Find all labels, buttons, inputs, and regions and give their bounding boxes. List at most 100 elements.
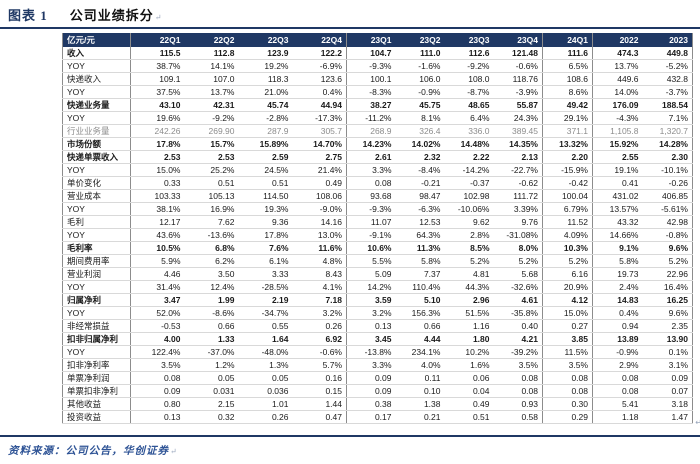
table-row: 单票扣非净利 0.09 0.031 0.036 0.15 0.09 0.10 0.04 0.08… — [62, 384, 693, 398]
cell-value: 9.1% — [592, 241, 643, 255]
cell-value: 6.8% — [184, 241, 239, 255]
paragraph-return-icon: ↵ — [695, 418, 700, 427]
cell-value: 0.47 — [292, 410, 347, 424]
cell-value: -8.6% — [184, 306, 239, 320]
cell-value: 0.26 — [292, 319, 347, 333]
cell-value: -48.0% — [238, 345, 293, 359]
cell-value: 7.1% — [642, 111, 693, 125]
cell-value: 0.11 — [395, 371, 445, 385]
cell-value: 13.7% — [184, 85, 239, 99]
cell-value: -6.9% — [292, 59, 347, 73]
cell-value: 0.40 — [493, 319, 543, 333]
cell-value: 0.09 — [130, 384, 185, 398]
col-header: 23Q4 — [493, 33, 543, 47]
cell-value: 0.51 — [238, 176, 293, 190]
cell-value: 19.73 — [592, 267, 643, 281]
cell-value: -0.9% — [592, 345, 643, 359]
cell-value: 2.8% — [444, 228, 494, 242]
cell-value: 5.2% — [642, 254, 693, 268]
col-header: 22Q4 — [292, 33, 347, 47]
cell-value: 1.80 — [444, 332, 494, 346]
cell-value: 0.51 — [444, 410, 494, 424]
cell-value: 13.0% — [292, 228, 347, 242]
cell-value: 114.50 — [238, 189, 293, 203]
row-label: 期间费用率 — [62, 254, 131, 268]
cell-value: 1.16 — [444, 319, 494, 333]
cell-value: 51.5% — [444, 306, 494, 320]
cell-value: 0.4% — [592, 306, 643, 320]
cell-value: 4.12 — [542, 293, 593, 307]
cell-value: 0.33 — [130, 176, 185, 190]
row-label: YOY — [62, 163, 131, 177]
col-header: 23Q3 — [444, 33, 494, 47]
cell-value: 106.0 — [395, 72, 445, 86]
cell-value: 121.48 — [493, 47, 543, 60]
cell-value: 6.1% — [238, 254, 293, 268]
cell-value: -0.53 — [130, 319, 185, 333]
cell-value: 0.08 — [542, 371, 593, 385]
cell-value: 0.1% — [642, 345, 693, 359]
row-label: YOY — [62, 85, 131, 99]
table-row: 单票净利润 0.08 0.05 0.05 0.16 0.09 0.11 0.06 0.08 0.0… — [62, 371, 693, 385]
cell-value: 15.89% — [238, 137, 293, 151]
cell-value: 6.4% — [444, 111, 494, 125]
cell-value: 21.4% — [292, 163, 347, 177]
cell-value: -9.2% — [444, 59, 494, 73]
cell-value: 474.3 — [592, 47, 643, 60]
title-divider — [0, 27, 700, 29]
cell-value: 1.3% — [238, 358, 293, 372]
cell-value: -34.7% — [238, 306, 293, 320]
table-row: 其他收益 0.80 2.15 1.01 1.44 0.38 1.38 0.49 0.93 0.30… — [62, 397, 693, 411]
cell-value: 111.0 — [395, 47, 445, 60]
cell-value: 2.61 — [346, 150, 396, 164]
row-label: 其他收益 — [62, 397, 131, 411]
cell-value: 108.06 — [292, 189, 347, 203]
row-label: 营业成本 — [62, 189, 131, 203]
table-row: YOY 37.5% 13.7% 21.0% 0.4% -8.3% -0.9% -8.7% -3.… — [62, 85, 693, 99]
row-label: 快递收入 — [62, 72, 131, 86]
cell-value: 6.79% — [542, 202, 593, 216]
cell-value: 7.18 — [292, 293, 347, 307]
cell-value: 242.26 — [130, 124, 185, 138]
cell-value: -8.4% — [395, 163, 445, 177]
cell-value: 10.2% — [444, 345, 494, 359]
table-row: 归属净利 3.47 1.99 2.19 7.18 3.59 5.10 2.96 4.61 4.12… — [62, 293, 693, 307]
col-header: 23Q1 — [346, 33, 396, 47]
cell-value: 16.9% — [184, 202, 239, 216]
cell-value: 115.5 — [130, 47, 185, 60]
cell-value: 6.2% — [184, 254, 239, 268]
cell-value: -28.5% — [238, 280, 293, 294]
cell-value: 2.22 — [444, 150, 494, 164]
cell-value: 5.8% — [592, 254, 643, 268]
cell-value: 1.47 — [642, 410, 693, 424]
table-row: 期间费用率 5.9% 6.2% 6.1% 4.8% 5.5% 5.8% 5.2% 5.2% 5.2… — [62, 254, 693, 268]
cell-value: 0.49 — [444, 397, 494, 411]
cell-value: 1,105.8 — [592, 124, 643, 138]
cell-value: 1.99 — [184, 293, 239, 307]
cell-value: 287.9 — [238, 124, 293, 138]
cell-value: 49.42 — [542, 98, 593, 112]
cell-value: 0.32 — [184, 410, 239, 424]
cell-value: 29.1% — [542, 111, 593, 125]
table-row: YOY 43.6% -13.6% 17.8% 13.0% -9.1% 64.3% 2.8% -3… — [62, 228, 693, 242]
cell-value: 2.96 — [444, 293, 494, 307]
cell-value: 3.59 — [346, 293, 396, 307]
cell-value: 2.19 — [238, 293, 293, 307]
cell-value: 14.48% — [444, 137, 494, 151]
cell-value: 0.08 — [542, 384, 593, 398]
cell-value: 11.5% — [542, 345, 593, 359]
cell-value: 7.62 — [184, 215, 239, 229]
cell-value: 44.94 — [292, 98, 347, 112]
cell-value: -37.0% — [184, 345, 239, 359]
cell-value: 3.50 — [184, 267, 239, 281]
table-row: YOY 122.4% -37.0% -48.0% -0.6% -13.8% 234.1% 10… — [62, 345, 693, 359]
cell-value: 112.6 — [444, 47, 494, 60]
row-label: 毛利率 — [62, 241, 131, 255]
row-label: 扣非净利率 — [62, 358, 131, 372]
row-label: YOY — [62, 111, 131, 125]
cell-value: 14.1% — [184, 59, 239, 73]
cell-value: 3.3% — [346, 358, 396, 372]
cell-value: 1.2% — [184, 358, 239, 372]
cell-value: 2.15 — [184, 397, 239, 411]
figure-label: 图表 1 — [8, 8, 48, 23]
